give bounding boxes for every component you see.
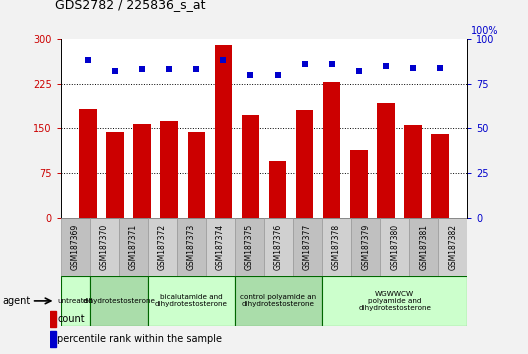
Text: GDS2782 / 225836_s_at: GDS2782 / 225836_s_at	[55, 0, 206, 11]
Text: GSM187382: GSM187382	[448, 224, 457, 270]
Bar	[61, 218, 90, 276]
Bar	[148, 276, 235, 326]
Text: GSM187376: GSM187376	[274, 224, 283, 270]
Text: GSM187373: GSM187373	[187, 224, 196, 270]
Text: GSM187379: GSM187379	[361, 224, 370, 270]
Bar	[351, 218, 380, 276]
Bar	[79, 109, 97, 218]
Bar	[235, 218, 264, 276]
Text: untreated: untreated	[58, 298, 93, 304]
Text: GSM187378: GSM187378	[332, 224, 341, 270]
Point	[382, 63, 390, 69]
Point	[327, 61, 336, 67]
Bar	[431, 134, 449, 218]
Bar	[264, 218, 293, 276]
Text: GSM187380: GSM187380	[390, 224, 399, 270]
Text: GSM187377: GSM187377	[303, 224, 312, 270]
Text: bicalutamide and
dihydrotestosterone: bicalutamide and dihydrotestosterone	[155, 295, 228, 307]
Bar	[119, 218, 148, 276]
Bar	[148, 218, 177, 276]
Bar	[187, 132, 205, 218]
Bar	[296, 110, 314, 218]
Text: GSM187370: GSM187370	[100, 224, 109, 270]
Point	[409, 65, 417, 70]
Bar	[269, 161, 286, 218]
Point	[436, 65, 444, 70]
Bar	[177, 218, 206, 276]
Text: GSM187381: GSM187381	[419, 224, 428, 270]
Bar	[242, 115, 259, 218]
Bar	[134, 124, 151, 218]
Bar	[404, 125, 422, 218]
Point	[300, 61, 309, 67]
Text: percentile rank within the sample: percentile rank within the sample	[57, 334, 222, 344]
Point	[138, 67, 146, 72]
Point	[111, 68, 119, 74]
Point	[246, 72, 254, 78]
Bar	[322, 276, 467, 326]
Bar	[50, 331, 56, 347]
Bar	[206, 218, 235, 276]
Bar	[214, 45, 232, 218]
Bar	[90, 218, 119, 276]
Point	[354, 68, 363, 74]
Text: 100%: 100%	[472, 26, 499, 36]
Text: GSM187372: GSM187372	[158, 224, 167, 270]
Text: GSM187374: GSM187374	[216, 224, 225, 270]
Text: agent: agent	[3, 296, 31, 306]
Bar	[90, 276, 148, 326]
Bar	[61, 276, 90, 326]
Text: control polyamide an
dihydrotestosterone: control polyamide an dihydrotestosterone	[240, 295, 317, 307]
Bar	[235, 276, 322, 326]
Point	[165, 67, 174, 72]
Bar	[438, 218, 467, 276]
Text: count: count	[57, 314, 84, 324]
Bar	[293, 218, 322, 276]
Text: GSM187371: GSM187371	[129, 224, 138, 270]
Point	[84, 58, 92, 63]
Bar	[161, 121, 178, 218]
Bar	[377, 103, 394, 218]
Bar	[380, 218, 409, 276]
Bar	[106, 132, 124, 218]
Point	[274, 72, 282, 78]
Text: WGWWCW
polyamide and
dihydrotestosterone: WGWWCW polyamide and dihydrotestosterone	[358, 291, 431, 311]
Text: GSM187369: GSM187369	[71, 224, 80, 270]
Text: GSM187375: GSM187375	[245, 224, 254, 270]
Bar	[323, 82, 341, 218]
Bar	[350, 150, 367, 218]
Bar	[50, 311, 56, 327]
Bar	[322, 218, 351, 276]
Text: dihydrotestosterone: dihydrotestosterone	[82, 298, 155, 304]
Point	[192, 67, 201, 72]
Bar	[409, 218, 438, 276]
Point	[219, 58, 228, 63]
